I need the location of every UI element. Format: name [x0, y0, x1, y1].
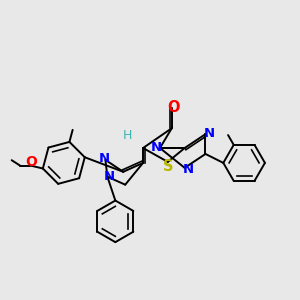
Text: N: N [183, 163, 194, 176]
Text: N: N [98, 152, 110, 165]
Text: N: N [103, 170, 114, 183]
Text: S: S [163, 159, 173, 174]
Text: N: N [203, 127, 214, 140]
Text: O: O [25, 155, 37, 169]
Text: H: H [122, 129, 132, 142]
Text: N: N [151, 141, 162, 154]
Text: O: O [167, 100, 179, 115]
